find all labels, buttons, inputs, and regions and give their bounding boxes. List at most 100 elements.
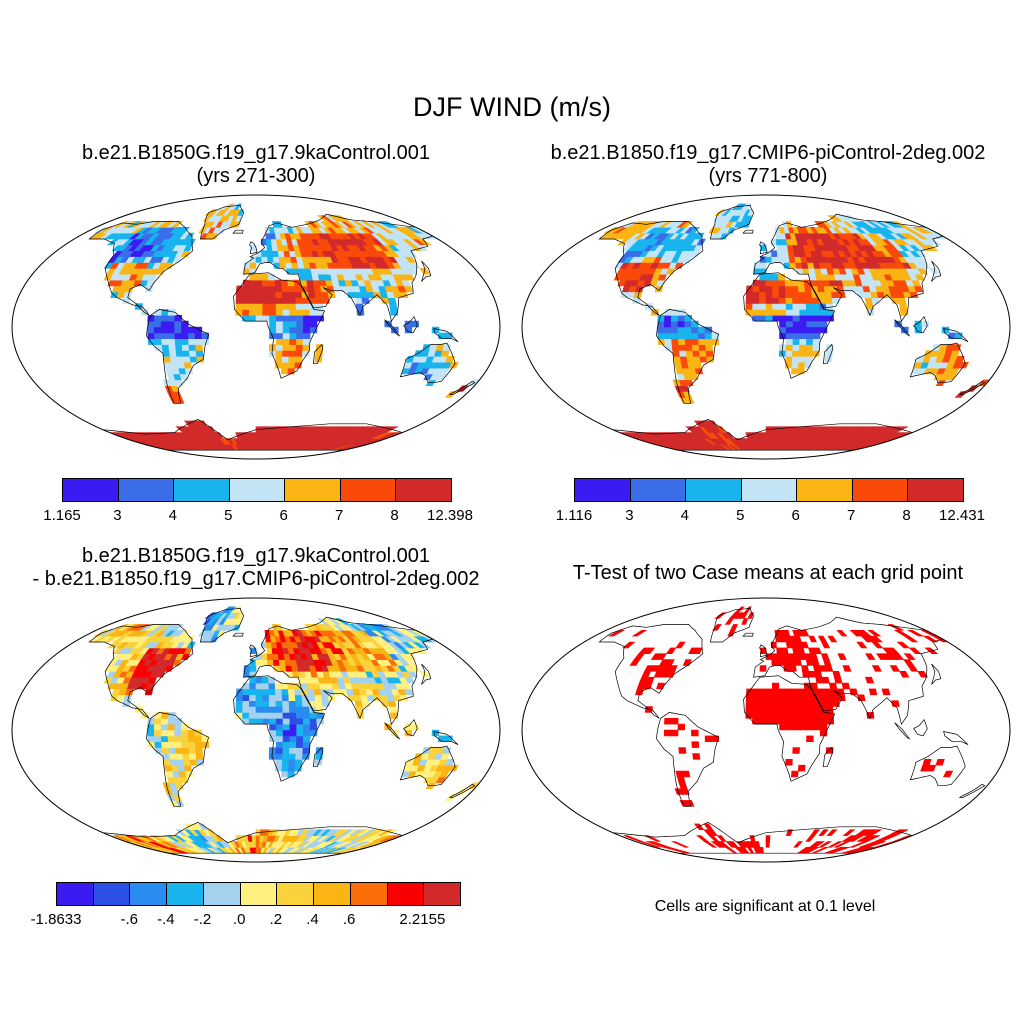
grid-cell (183, 361, 192, 369)
coastline-greenland (199, 204, 245, 240)
grid-cell (663, 729, 672, 737)
grid-cell (865, 841, 886, 848)
coastline-sumatra (384, 722, 401, 740)
grid-cell (776, 647, 783, 655)
grid-cell (287, 770, 295, 778)
grid-cell (160, 315, 169, 322)
grid-cell (657, 315, 666, 322)
grid-cell (309, 315, 318, 322)
grid-cell (745, 303, 754, 310)
grid-cell (749, 835, 756, 842)
grid-cell (762, 444, 767, 451)
coastline-sumatra (894, 722, 911, 740)
grid-cell (327, 694, 336, 701)
colorbar-tick-label: 3 (113, 507, 122, 524)
coastline-africa (233, 272, 326, 379)
colorbar-segment (130, 883, 168, 905)
grid-cell (691, 320, 699, 328)
grid-cell (168, 350, 178, 357)
coastline-samerica (656, 309, 720, 404)
grid-cell (279, 262, 287, 269)
grid-cell (813, 723, 821, 731)
grid-cell (804, 356, 813, 363)
grid-cell (167, 712, 176, 719)
grid-cell (798, 291, 806, 298)
grid-cell (745, 291, 754, 298)
grid-cell (188, 747, 197, 754)
grid-cell (806, 735, 814, 742)
grid-cell (281, 356, 290, 363)
colorbar-segment (118, 479, 175, 501)
grid-cell (275, 332, 284, 339)
coastline-eurasia (243, 616, 434, 725)
grid-cell (282, 344, 290, 351)
coastline-japan (931, 663, 942, 685)
grid-cell (181, 741, 190, 748)
grid-cell (805, 344, 814, 351)
grid-cell (327, 291, 336, 298)
grid-cell (269, 718, 277, 725)
grid-cell (772, 718, 780, 725)
grid-cell (255, 712, 264, 719)
grid-cell (179, 226, 191, 234)
grid-cell (295, 344, 304, 351)
grid-cell (381, 426, 399, 433)
grid-cell (819, 712, 828, 719)
grid-cell (309, 712, 318, 719)
grid-cell (287, 367, 295, 375)
grid-cell (772, 291, 780, 298)
colorbar-segment (314, 883, 351, 905)
grid-cell (758, 712, 767, 719)
grid-cell (822, 659, 832, 666)
grid-cell (282, 315, 291, 322)
grid-cell (302, 338, 311, 345)
grid-cell (255, 273, 263, 281)
grid-cell (677, 723, 685, 731)
grid-cell (456, 788, 470, 795)
grid-cell (274, 279, 283, 287)
grid-cell (812, 344, 821, 351)
grid-cell (275, 338, 284, 345)
grid-cell (798, 303, 807, 310)
grid-cell (758, 700, 767, 707)
grid-cell (307, 694, 316, 701)
grid-cell (917, 671, 929, 678)
grid-cell (825, 297, 834, 304)
grid-cell (315, 706, 324, 713)
grid-cell (252, 438, 257, 445)
grid-cell (315, 700, 324, 707)
grid-cell (174, 718, 183, 725)
grid-cell (262, 291, 270, 298)
grid-cell (280, 367, 289, 375)
grid-cell (675, 641, 686, 649)
grid-cell (184, 635, 195, 643)
grid-cell (792, 320, 801, 328)
grid-cell (752, 694, 760, 701)
grid-cell (629, 659, 641, 666)
grid-cell (921, 320, 930, 328)
grid-cell (255, 718, 264, 725)
grid-cell (891, 426, 909, 433)
grid-cell (691, 332, 699, 339)
colorbar-tick-label: 8 (390, 507, 399, 524)
grid-cell (235, 694, 244, 701)
grid-cell (242, 694, 250, 701)
grid-cell (235, 303, 244, 310)
grid-cell (801, 629, 810, 637)
colorbar-segment (424, 883, 461, 905)
grid-cell (871, 641, 884, 649)
grid-cell (694, 232, 705, 240)
grid-cell (691, 344, 700, 351)
grid-cell (677, 332, 686, 339)
grid-cell (765, 718, 774, 725)
grid-cell (252, 847, 257, 854)
data-cells (88, 606, 481, 854)
grid-cell (261, 676, 270, 684)
grid-cell (696, 835, 709, 842)
grid-cell (677, 338, 686, 345)
grid-cell (824, 291, 833, 298)
grid-cell (289, 741, 297, 748)
grid-cell (275, 753, 284, 760)
grid-cell (668, 665, 678, 672)
grid-cell (765, 273, 773, 281)
